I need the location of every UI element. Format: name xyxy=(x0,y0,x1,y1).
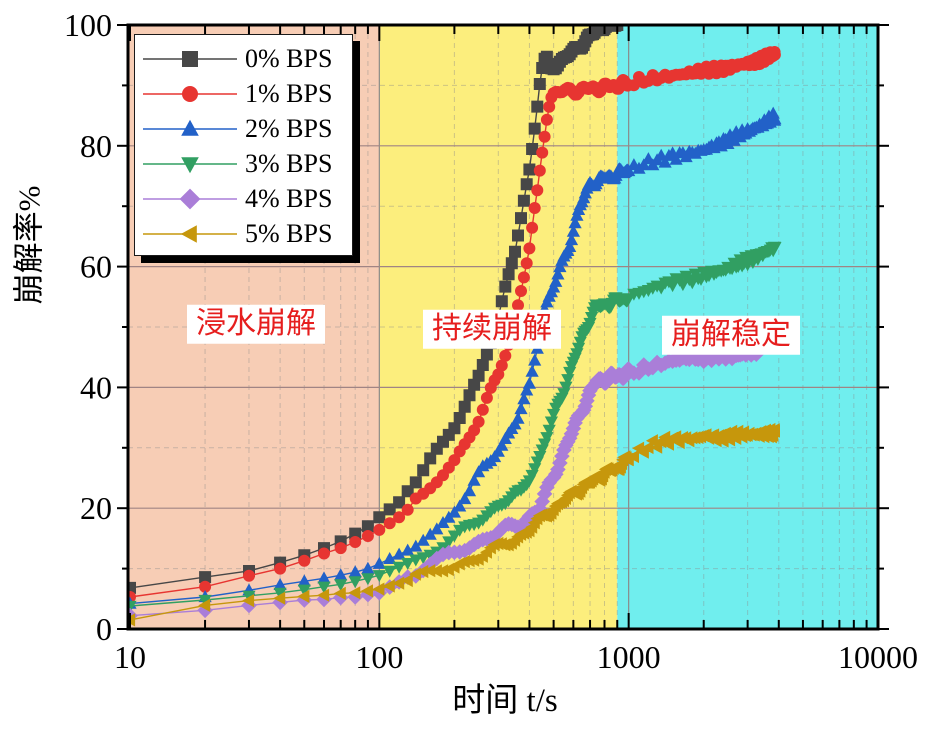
diamond-icon xyxy=(179,188,201,209)
x-tick-label: 10000 xyxy=(838,639,918,675)
legend-item-2pct[interactable]: 2% BPS xyxy=(141,111,352,146)
triangle-up-icon xyxy=(181,119,199,136)
y-tick-label: 60 xyxy=(80,249,112,285)
y-tick-label: 40 xyxy=(80,369,112,405)
series-2-group[interactable] xyxy=(123,106,782,609)
region-label-immersion: 浸水崩解 xyxy=(187,304,325,344)
region-label-stable: 崩解稳定 xyxy=(662,315,800,355)
series-1-group[interactable] xyxy=(124,46,781,603)
series-5-group[interactable] xyxy=(123,422,780,627)
y-axis-title: 崩解率% xyxy=(11,185,47,305)
series-markers-3BPS[interactable] xyxy=(123,241,782,613)
legend-item-label: 3% BPS xyxy=(245,148,333,178)
legend-item-5pct[interactable]: 5% BPS xyxy=(141,216,352,251)
legend-item-label: 4% BPS xyxy=(245,183,333,213)
region-label-continuous: 持续崩解 xyxy=(423,309,561,349)
series-markers-5BPS[interactable] xyxy=(123,422,780,627)
legend-item-4pct[interactable]: 4% BPS xyxy=(141,181,352,216)
y-tick-label: 0 xyxy=(96,611,112,647)
x-axis-title: 时间 t/s xyxy=(452,683,558,719)
legend-item-label: 2% BPS xyxy=(245,113,333,143)
legend-marker-5pct-icon xyxy=(143,224,237,243)
series-markers-4BPS[interactable] xyxy=(122,338,766,624)
triangle-left-icon xyxy=(180,224,197,243)
legend-marker-1pct-icon xyxy=(143,85,237,102)
legend-item-label: 1% BPS xyxy=(245,78,333,108)
legend-marker-2pct-icon xyxy=(143,119,237,136)
legend-item-label: 5% BPS xyxy=(245,218,333,248)
x-tick-label: 100 xyxy=(355,639,403,675)
square-icon xyxy=(182,50,198,67)
legend-item-3pct[interactable]: 3% BPS xyxy=(141,146,352,181)
legend-marker-3pct-icon xyxy=(143,156,237,173)
triangle-down-icon xyxy=(181,156,199,173)
legend-box[interactable]: 0% BPS 1% BPS 2% BPS 3% BPS 4% BPS 5% BP… xyxy=(134,34,353,256)
x-tick-label: 1000 xyxy=(597,639,661,675)
circle-icon xyxy=(182,85,198,102)
legend-marker-0pct-icon xyxy=(143,50,237,67)
legend-item-0pct[interactable]: 0% BPS xyxy=(141,41,352,76)
legend-marker-4pct-icon xyxy=(143,188,237,209)
y-tick-label: 20 xyxy=(80,490,112,526)
y-tick-label: 80 xyxy=(80,128,112,164)
legend-item-label: 0% BPS xyxy=(245,43,333,73)
series-0-group[interactable] xyxy=(124,19,624,594)
legend-item-1pct[interactable]: 1% BPS xyxy=(141,76,352,111)
y-tick-label: 100 xyxy=(64,7,112,43)
series-3-group[interactable] xyxy=(123,241,782,613)
x-tick-label: 10 xyxy=(114,639,146,675)
series-markers-2BPS[interactable] xyxy=(123,106,782,609)
